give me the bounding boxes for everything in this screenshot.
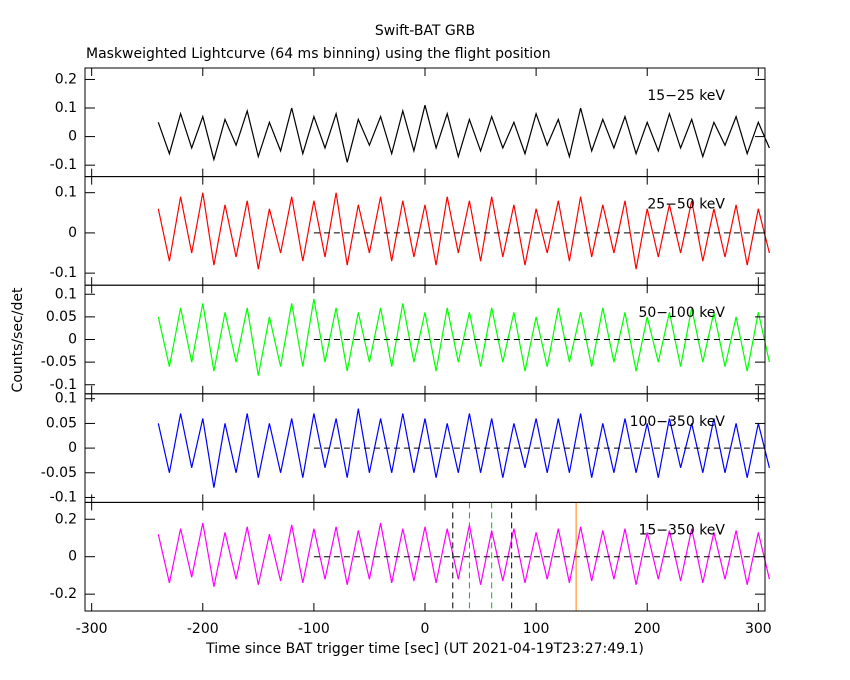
panel-label: 15−25 keV bbox=[647, 88, 725, 104]
panel-label: 25−50 keV bbox=[647, 197, 725, 213]
y-tick-label: 0.2 bbox=[55, 71, 77, 87]
y-tick-label: -0.2 bbox=[50, 586, 77, 602]
y-tick-label: 0 bbox=[68, 549, 77, 565]
lightcurve bbox=[157, 192, 770, 270]
y-tick-label: 0.2 bbox=[55, 511, 77, 527]
chart-subtitle: Maskweighted Lightcurve (64 ms binning) … bbox=[86, 46, 551, 62]
lightcurve bbox=[157, 408, 770, 488]
y-tick-label: 0.05 bbox=[46, 415, 77, 431]
panel-label: 15−350 keV bbox=[638, 522, 725, 538]
chart-title: Swift-BAT GRB bbox=[375, 23, 475, 39]
panel-frame bbox=[84, 67, 766, 178]
x-tick-label: 200 bbox=[634, 621, 661, 637]
lightcurve bbox=[157, 522, 770, 587]
y-tick-label: 0.1 bbox=[55, 286, 77, 302]
y-axis-label: Counts/sec/det bbox=[10, 287, 26, 392]
x-tick-label: 100 bbox=[523, 621, 550, 637]
x-tick-label: -300 bbox=[76, 621, 108, 637]
y-tick-label: -0.1 bbox=[50, 489, 77, 505]
y-tick-label: -0.05 bbox=[41, 354, 77, 370]
y-tick-label: 0 bbox=[68, 129, 77, 145]
y-tick-label: 0 bbox=[68, 225, 77, 241]
lightcurve bbox=[157, 298, 770, 376]
lightcurve bbox=[157, 105, 770, 163]
x-tick-label: 300 bbox=[745, 621, 772, 637]
y-tick-label: -0.1 bbox=[50, 157, 77, 173]
y-tick-label: -0.1 bbox=[50, 377, 77, 393]
panel-label: 100−350 keV bbox=[630, 414, 726, 430]
x-tick-label: -100 bbox=[298, 621, 330, 637]
x-tick-label: -200 bbox=[187, 621, 219, 637]
y-tick-label: -0.05 bbox=[41, 465, 77, 481]
x-tick-label: 0 bbox=[421, 621, 430, 637]
y-tick-label: 0.1 bbox=[55, 391, 77, 407]
y-tick-label: 0.05 bbox=[46, 309, 77, 325]
y-tick-label: 0 bbox=[68, 332, 77, 348]
y-tick-label: 0 bbox=[68, 440, 77, 456]
x-axis-label: Time since BAT trigger time [sec] (UT 20… bbox=[205, 641, 644, 657]
y-tick-label: 0.1 bbox=[55, 185, 77, 201]
y-tick-label: -0.1 bbox=[50, 265, 77, 281]
y-tick-label: 0.1 bbox=[55, 100, 77, 116]
panel-label: 50−100 keV bbox=[638, 305, 725, 321]
